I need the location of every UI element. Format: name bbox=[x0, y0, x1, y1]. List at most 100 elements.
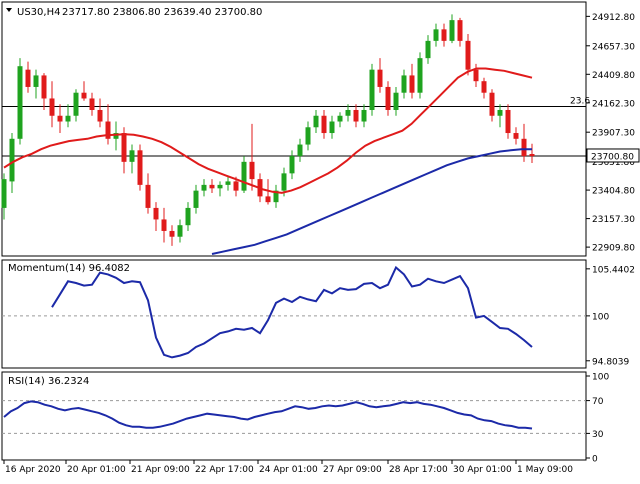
candle-body bbox=[393, 92, 399, 110]
momentum-label: Momentum(14) 96.4082 bbox=[8, 263, 130, 274]
candle-body bbox=[305, 127, 311, 145]
fibonacci-line-label: 23.6 bbox=[570, 97, 590, 107]
candle-body bbox=[473, 69, 479, 82]
price-tick-label: 22909.80 bbox=[592, 244, 635, 254]
candle-body bbox=[97, 109, 103, 122]
price-tick-label: 24409.80 bbox=[592, 71, 635, 81]
candle-body bbox=[489, 92, 495, 116]
candle-body bbox=[81, 92, 87, 99]
price-tick-label: 24912.80 bbox=[592, 13, 635, 23]
candle-body bbox=[425, 40, 431, 59]
time-tick-label: 30 Apr 01:00 bbox=[453, 465, 512, 475]
momentum-panel: 105.4402 100 94.8039 Momentum(14) 96.4082 bbox=[1, 259, 635, 369]
price-tick-label: 23157.30 bbox=[592, 215, 635, 225]
candle-body bbox=[505, 109, 511, 134]
candle-body bbox=[417, 58, 423, 93]
candle-body bbox=[409, 75, 415, 93]
time-tick-label: 16 Apr 2020 bbox=[5, 465, 61, 475]
candle-body bbox=[449, 20, 455, 41]
indicator-line bbox=[51, 265, 533, 359]
candle-body bbox=[441, 29, 447, 41]
candle-body bbox=[113, 133, 119, 139]
candle-body bbox=[529, 154, 535, 156]
moving-average-slow bbox=[211, 148, 532, 255]
collapse-arrow-icon[interactable] bbox=[6, 8, 12, 12]
time-tick-label: 27 Apr 09:00 bbox=[323, 465, 382, 475]
candle-body bbox=[329, 121, 335, 134]
moving-average-fast bbox=[3, 67, 533, 194]
time-tick-label: 21 Apr 09:00 bbox=[131, 465, 190, 475]
indicator-tick-label: 100 bbox=[592, 312, 609, 322]
candle-body bbox=[353, 109, 359, 122]
indicator-tick-label: 30 bbox=[592, 430, 604, 440]
candle-body bbox=[465, 40, 471, 70]
candle-body bbox=[193, 190, 199, 208]
candle-body bbox=[241, 161, 247, 191]
indicator-tick-label: 100 bbox=[592, 373, 609, 383]
time-tick-label: 20 Apr 01:00 bbox=[67, 465, 126, 475]
candle-body bbox=[33, 75, 39, 87]
candle-body bbox=[41, 75, 47, 99]
candle-body bbox=[1, 179, 7, 208]
candle-body bbox=[153, 207, 159, 220]
candle-body bbox=[369, 69, 375, 110]
candle-body bbox=[337, 115, 343, 122]
time-tick-label: 22 Apr 17:00 bbox=[195, 465, 254, 475]
candle-body bbox=[457, 20, 463, 41]
candle-body bbox=[89, 98, 95, 110]
candle-body bbox=[513, 133, 519, 139]
price-tick-label: 23651.80 bbox=[592, 158, 635, 168]
indicator-tick-label: 0 bbox=[592, 455, 598, 465]
candle-body bbox=[265, 196, 271, 203]
indicator-tick-label: 105.4402 bbox=[592, 265, 635, 275]
candle-body bbox=[521, 138, 527, 157]
indicator-tick-label: 94.8039 bbox=[592, 357, 629, 367]
candle-body bbox=[185, 207, 191, 226]
time-tick-label: 28 Apr 17:00 bbox=[389, 465, 448, 475]
candle-body bbox=[225, 181, 231, 185]
candle-body bbox=[289, 156, 295, 174]
candle-body bbox=[201, 184, 207, 191]
candle-body bbox=[433, 29, 439, 41]
indicator-tick-label: 70 bbox=[592, 397, 604, 407]
candle-body bbox=[129, 150, 135, 162]
candle-body bbox=[233, 181, 239, 191]
indicator-line bbox=[3, 400, 533, 430]
candle-body bbox=[49, 98, 55, 116]
candle-body bbox=[73, 92, 79, 116]
price-tick-label: 23404.80 bbox=[592, 187, 635, 197]
candle-body bbox=[249, 161, 255, 180]
candle-body bbox=[17, 66, 23, 139]
candle-body bbox=[385, 86, 391, 110]
rsi-panel: 100 70 30 0 RSI(14) 36.2324 bbox=[1, 371, 609, 465]
candle-body bbox=[209, 184, 215, 189]
rsi-label: RSI(14) 36.2324 bbox=[8, 376, 89, 387]
candle-body bbox=[401, 75, 407, 93]
price-tick-label: 24657.30 bbox=[592, 42, 635, 52]
candle-body bbox=[137, 150, 143, 185]
current-price-label: 23700.80 bbox=[591, 152, 634, 162]
time-tick-label: 24 Apr 01:00 bbox=[259, 465, 318, 475]
candle-body bbox=[345, 109, 351, 116]
candle-body bbox=[145, 184, 151, 208]
candle-body bbox=[121, 133, 127, 162]
candle-body bbox=[481, 81, 487, 93]
candle-body bbox=[177, 225, 183, 237]
time-axis: 16 Apr 2020 20 Apr 01:00 21 Apr 09:00 22 Ap… bbox=[3, 460, 573, 475]
price-tick-label: 23907.30 bbox=[592, 129, 635, 139]
time-tick-label: 1 May 09:00 bbox=[517, 465, 573, 475]
candle-body bbox=[169, 230, 175, 237]
candle-body bbox=[25, 69, 31, 87]
candle-body bbox=[217, 184, 223, 189]
candle-body bbox=[65, 115, 71, 122]
candle-body bbox=[161, 219, 167, 231]
price-tick-label: 24162.30 bbox=[592, 99, 635, 109]
candle-body bbox=[57, 115, 63, 122]
candle-body bbox=[297, 144, 303, 157]
candle-body bbox=[273, 190, 279, 203]
current-price-tag: 23700.80 bbox=[586, 148, 640, 163]
candle-body bbox=[321, 115, 327, 134]
price-panel: 23.6 24912.80 24657.30 24409.80 24162.30 239… bbox=[1, 1, 640, 257]
